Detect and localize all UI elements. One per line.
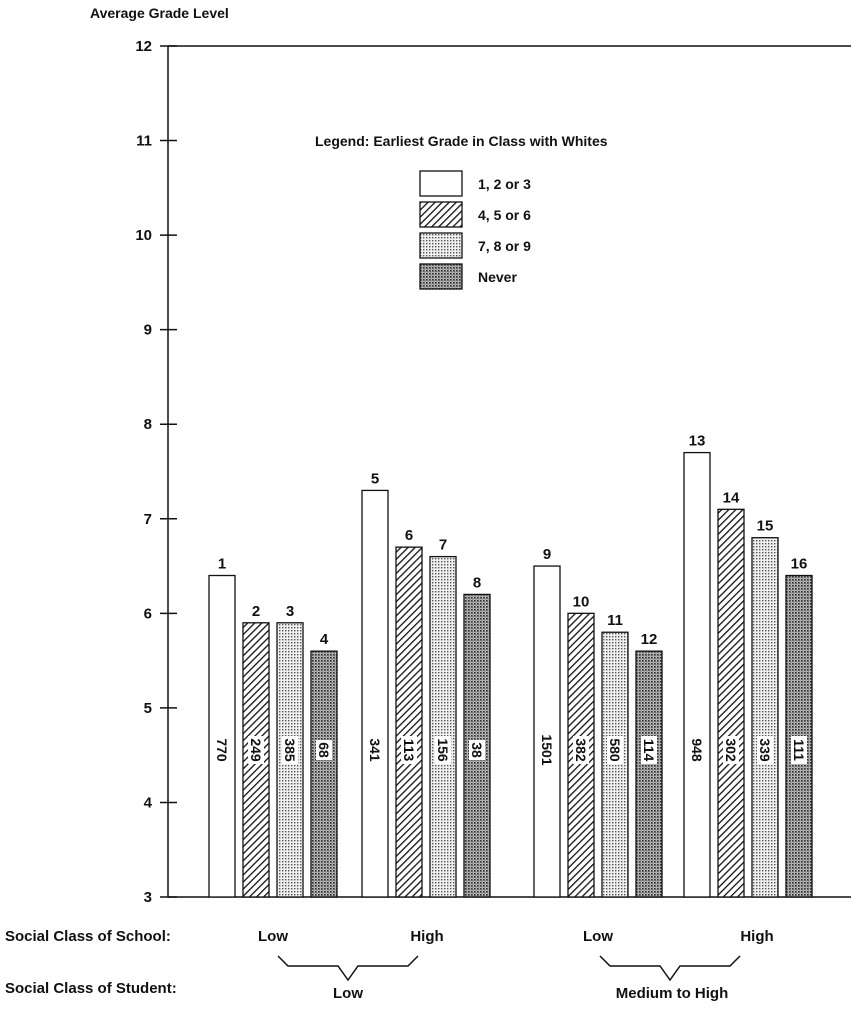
bar-count-label: 68 bbox=[316, 742, 332, 758]
legend-swatch bbox=[419, 201, 463, 228]
legend-label: 4, 5 or 6 bbox=[478, 207, 531, 223]
row-label-school: Social Class of School: bbox=[5, 928, 171, 945]
count-label-bg bbox=[214, 736, 230, 764]
bar bbox=[395, 546, 423, 898]
bar-number-label: 6 bbox=[405, 527, 413, 544]
bar bbox=[242, 622, 270, 898]
bar-count-label: 385 bbox=[282, 738, 298, 762]
student-label-medium-high: Medium to High bbox=[616, 985, 729, 1002]
student-label-low: Low bbox=[333, 985, 363, 1002]
y-tick-label: 11 bbox=[136, 133, 152, 150]
bar-number-label: 7 bbox=[439, 537, 447, 554]
count-label-bg bbox=[689, 736, 705, 764]
bar-count-label: 341 bbox=[367, 738, 383, 762]
bar-number-label: 14 bbox=[723, 489, 740, 506]
count-label-bg bbox=[641, 736, 657, 764]
count-label-bg bbox=[607, 736, 623, 764]
bar-number-label: 3 bbox=[286, 603, 294, 620]
count-label-bg bbox=[248, 736, 264, 764]
bar bbox=[717, 508, 745, 898]
bar-count-label: 156 bbox=[435, 738, 451, 762]
bar-count-label: 770 bbox=[214, 738, 230, 762]
y-tick-label: 8 bbox=[144, 416, 152, 433]
bar-number-label: 4 bbox=[320, 631, 329, 648]
brace-low bbox=[277, 955, 419, 982]
bar-number-label: 8 bbox=[473, 574, 481, 591]
bar-number-label: 2 bbox=[252, 603, 260, 620]
y-tick-label: 6 bbox=[144, 605, 152, 622]
bar-count-label: 580 bbox=[607, 738, 623, 762]
bar-count-label: 339 bbox=[757, 738, 773, 762]
bar-count-label: 114 bbox=[641, 739, 657, 762]
legend-label: 7, 8 or 9 bbox=[478, 238, 531, 254]
count-label-bg bbox=[469, 740, 485, 760]
legend-title: Legend: Earliest Grade in Class with Whi… bbox=[315, 133, 608, 149]
count-label-bg bbox=[573, 736, 589, 764]
school-label-4: High bbox=[740, 928, 773, 945]
bars: 1 770 2 249 3 385 4 68 5 341 6 113 7 156 8 38 9 1501 10 382… bbox=[208, 433, 813, 898]
bar-count-label: 113 bbox=[401, 739, 417, 762]
bar-number-label: 5 bbox=[371, 470, 379, 487]
bar-number-label: 11 bbox=[607, 612, 623, 629]
bar-count-label: 38 bbox=[469, 742, 485, 758]
y-ticks: 3 4 5 6 7 8 9 10 11 12 bbox=[135, 38, 177, 906]
y-tick-label: 9 bbox=[144, 322, 152, 339]
bar bbox=[635, 650, 663, 898]
y-tick-label: 7 bbox=[144, 511, 152, 528]
count-label-bg bbox=[723, 736, 739, 764]
bar bbox=[751, 537, 779, 898]
bar-number-label: 1 bbox=[218, 556, 226, 573]
count-label-bg bbox=[791, 736, 807, 764]
count-label-bg bbox=[316, 740, 332, 760]
y-tick-label: 3 bbox=[144, 889, 152, 906]
school-label-3: Low bbox=[583, 928, 613, 945]
bar-number-label: 10 bbox=[573, 593, 590, 610]
bar-number-label: 9 bbox=[543, 546, 551, 563]
bar bbox=[533, 565, 561, 898]
x-category-labels: Social Class of School: Social Class of … bbox=[5, 928, 774, 1002]
row-label-student: Social Class of Student: bbox=[5, 980, 177, 997]
count-label-bg bbox=[367, 736, 383, 764]
bar bbox=[310, 650, 338, 898]
legend-label: Never bbox=[478, 269, 517, 285]
bar-count-label: 1501 bbox=[539, 734, 555, 765]
legend-entries: 1, 2 or 3 4, 5 or 6 7, 8 or 9 Never bbox=[419, 170, 531, 290]
bar bbox=[429, 555, 457, 898]
count-label-bg bbox=[539, 732, 555, 768]
y-tick-label: 4 bbox=[144, 794, 153, 811]
count-label-bg bbox=[757, 736, 773, 764]
bar bbox=[361, 489, 389, 898]
bar-count-label: 111 bbox=[791, 739, 807, 761]
count-label-bg bbox=[435, 736, 451, 764]
legend-swatch bbox=[419, 232, 463, 259]
school-label-1: Low bbox=[258, 928, 288, 945]
y-tick-label: 12 bbox=[135, 38, 152, 55]
legend-swatch bbox=[419, 263, 463, 290]
count-label-bg bbox=[282, 736, 298, 764]
bar bbox=[601, 631, 629, 898]
bar-number-label: 12 bbox=[641, 631, 658, 648]
y-tick-label: 5 bbox=[144, 700, 152, 717]
bar-number-label: 15 bbox=[757, 518, 774, 535]
legend-label: 1, 2 or 3 bbox=[478, 176, 531, 192]
count-label-bg bbox=[401, 736, 417, 764]
brace-medium-high bbox=[599, 955, 741, 982]
bar-count-label: 382 bbox=[573, 738, 589, 762]
bar-count-label: 948 bbox=[689, 738, 705, 762]
bar-number-label: 16 bbox=[791, 556, 808, 573]
school-label-2: High bbox=[410, 928, 443, 945]
y-axis-label: Average Grade Level bbox=[90, 5, 229, 21]
bar-count-label: 249 bbox=[248, 738, 264, 762]
bar-count-label: 302 bbox=[723, 738, 739, 762]
bar-number-label: 13 bbox=[689, 433, 706, 450]
bar bbox=[683, 451, 711, 898]
y-tick-label: 10 bbox=[135, 227, 152, 244]
legend-swatch bbox=[419, 170, 463, 197]
legend: Legend: Earliest Grade in Class with Whi… bbox=[315, 133, 608, 290]
